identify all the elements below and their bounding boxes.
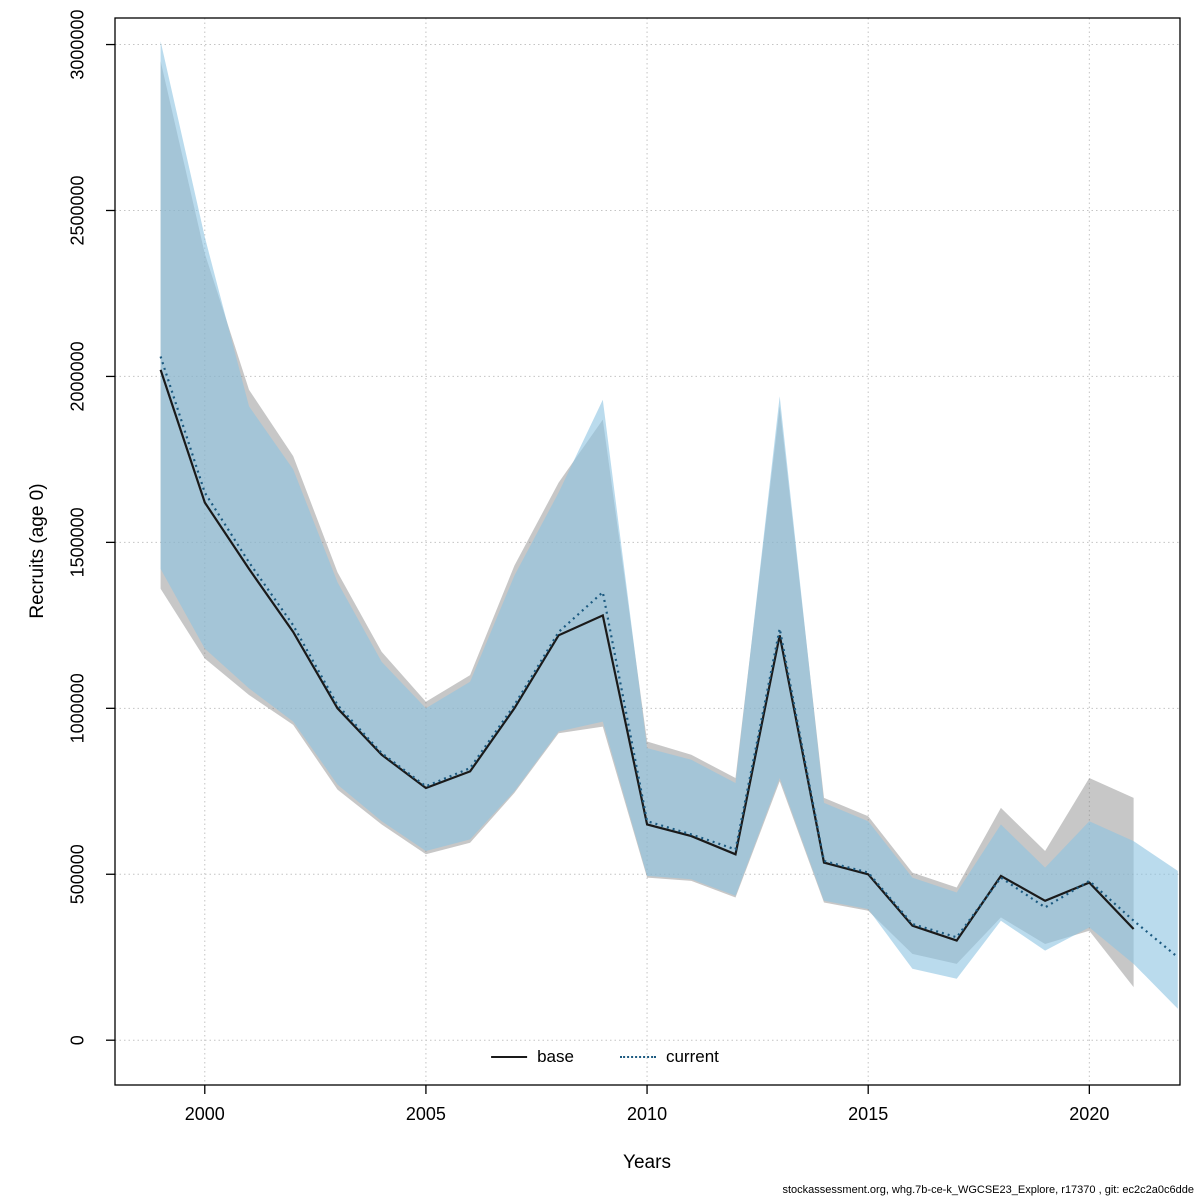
x-tick-label: 2010 [627, 1104, 667, 1124]
x-axis-title: Years [623, 1152, 671, 1173]
current-line-swatch [619, 1056, 656, 1058]
x-tick-label: 2000 [185, 1104, 225, 1124]
x-tick-label: 2020 [1069, 1104, 1109, 1124]
axes: 2000 2005 2010 2015 2020 0 500000 1000000 150000… [68, 10, 1181, 1124]
legend-item-base: base [491, 1047, 574, 1067]
y-tick-label: 2000000 [68, 341, 88, 411]
current-line [159, 356, 1179, 959]
confidence-bands [160, 41, 1178, 1009]
y-tick-label: 1000000 [68, 673, 88, 743]
y-tick-label: 1500000 [68, 507, 88, 577]
x-tick-label: 2005 [406, 1104, 446, 1124]
series-lines [159, 356, 1179, 959]
legend: base current [491, 1047, 719, 1067]
y-tick-label: 0 [68, 1035, 88, 1045]
legend-label-base: base [537, 1047, 574, 1066]
base-line-swatch [491, 1056, 528, 1058]
x-tick-label: 2015 [848, 1104, 888, 1124]
y-tick-label: 500000 [68, 844, 88, 904]
y-tick-label: 2500000 [68, 175, 88, 245]
legend-item-current: current [619, 1047, 719, 1067]
y-tick-label: 3000000 [68, 10, 88, 80]
base-line [159, 369, 1135, 942]
y-axis-title: Recruits (age 0) [27, 483, 48, 619]
current-band [160, 41, 1178, 1009]
legend-label-current: current [665, 1047, 719, 1066]
footer-caption: stockassessment.org, whg.7b-ce-k_WGCSE23… [782, 1184, 1195, 1196]
